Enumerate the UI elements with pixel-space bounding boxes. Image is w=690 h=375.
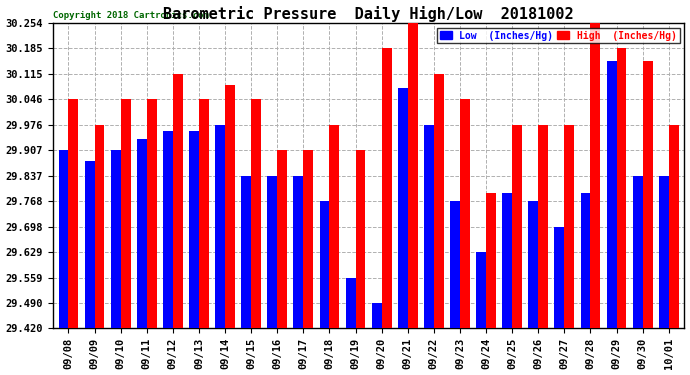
Bar xyxy=(450,201,460,328)
Bar xyxy=(460,99,470,328)
Bar xyxy=(85,161,95,328)
Bar xyxy=(580,193,591,328)
Text: Copyright 2018 Cartronics.com: Copyright 2018 Cartronics.com xyxy=(52,10,208,20)
Bar xyxy=(642,61,653,328)
Bar xyxy=(398,88,408,328)
Bar xyxy=(346,278,355,328)
Bar xyxy=(617,48,627,328)
Bar xyxy=(225,85,235,328)
Bar xyxy=(163,130,173,328)
Bar xyxy=(215,124,225,328)
Bar xyxy=(267,176,277,328)
Bar xyxy=(355,150,366,328)
Bar xyxy=(68,99,79,328)
Legend: Low  (Inches/Hg), High  (Inches/Hg): Low (Inches/Hg), High (Inches/Hg) xyxy=(437,28,680,44)
Bar xyxy=(659,176,669,328)
Bar xyxy=(110,150,121,328)
Bar xyxy=(564,124,574,328)
Bar xyxy=(669,124,679,328)
Bar xyxy=(424,124,434,328)
Bar xyxy=(147,99,157,328)
Bar xyxy=(476,252,486,328)
Title: Barometric Pressure  Daily High/Low  20181002: Barometric Pressure Daily High/Low 20181… xyxy=(164,6,574,21)
Bar xyxy=(329,124,339,328)
Bar xyxy=(372,303,382,328)
Bar xyxy=(486,193,496,328)
Bar xyxy=(173,74,183,328)
Bar xyxy=(121,99,130,328)
Bar xyxy=(512,124,522,328)
Bar xyxy=(189,130,199,328)
Bar xyxy=(241,176,251,328)
Bar xyxy=(382,48,392,328)
Bar xyxy=(408,23,417,328)
Bar xyxy=(607,61,617,328)
Bar xyxy=(319,201,329,328)
Bar xyxy=(591,23,600,328)
Bar xyxy=(434,74,444,328)
Bar xyxy=(137,139,147,328)
Bar xyxy=(633,176,642,328)
Bar xyxy=(293,176,304,328)
Bar xyxy=(304,150,313,328)
Bar xyxy=(502,193,512,328)
Bar xyxy=(529,201,538,328)
Bar xyxy=(538,124,548,328)
Bar xyxy=(555,226,564,328)
Bar xyxy=(277,150,287,328)
Bar xyxy=(199,99,209,328)
Bar xyxy=(251,99,261,328)
Bar xyxy=(59,150,68,328)
Bar xyxy=(95,124,104,328)
